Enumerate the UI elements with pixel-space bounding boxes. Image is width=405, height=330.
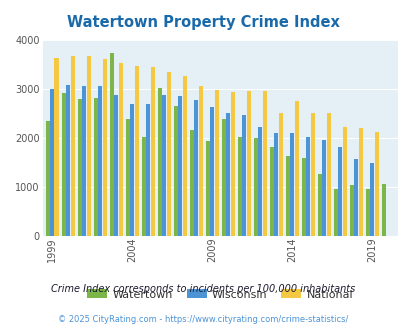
Bar <box>150 67 154 236</box>
Bar <box>301 158 305 236</box>
Bar <box>173 106 177 236</box>
Bar <box>198 86 202 236</box>
Text: © 2025 CityRating.com - https://www.cityrating.com/crime-statistics/: © 2025 CityRating.com - https://www.city… <box>58 314 347 324</box>
Bar <box>210 107 214 236</box>
Bar <box>273 133 278 236</box>
Bar <box>369 163 373 236</box>
Bar <box>70 56 75 236</box>
Bar <box>278 113 282 236</box>
Bar <box>54 58 58 236</box>
Bar <box>162 95 166 236</box>
Bar <box>134 66 138 236</box>
Text: Watertown Property Crime Index: Watertown Property Crime Index <box>66 15 339 30</box>
Bar <box>178 96 182 236</box>
Bar <box>226 113 230 236</box>
Bar <box>166 72 170 236</box>
Bar <box>294 101 298 236</box>
Bar <box>110 53 114 236</box>
Bar <box>365 189 369 236</box>
Bar <box>141 137 146 236</box>
Bar <box>342 127 346 236</box>
Bar <box>230 92 234 236</box>
Bar <box>310 113 314 236</box>
Bar <box>78 99 82 236</box>
Bar <box>94 98 98 236</box>
Bar <box>242 115 246 236</box>
Bar <box>66 85 70 236</box>
Bar <box>182 76 186 236</box>
Bar <box>246 91 250 236</box>
Bar <box>62 93 66 236</box>
Bar <box>374 132 378 236</box>
Bar <box>126 119 130 236</box>
Bar <box>205 141 209 236</box>
Bar <box>98 86 102 236</box>
Bar <box>253 138 257 236</box>
Legend: Watertown, Wisconsin, National: Watertown, Wisconsin, National <box>83 285 357 304</box>
Bar <box>290 133 294 236</box>
Bar <box>114 95 118 236</box>
Bar <box>214 90 218 236</box>
Bar <box>130 104 134 236</box>
Bar <box>317 174 321 236</box>
Bar <box>349 185 353 236</box>
Bar <box>82 86 86 236</box>
Bar <box>190 130 194 236</box>
Bar <box>326 113 330 236</box>
Bar <box>381 184 385 236</box>
Bar <box>158 88 162 236</box>
Bar <box>46 120 50 236</box>
Bar <box>258 127 262 236</box>
Bar <box>333 189 337 236</box>
Text: Crime Index corresponds to incidents per 100,000 inhabitants: Crime Index corresponds to incidents per… <box>51 284 354 294</box>
Bar <box>358 128 362 236</box>
Bar <box>262 91 266 236</box>
Bar <box>353 159 358 236</box>
Bar <box>86 56 90 236</box>
Bar <box>146 104 150 236</box>
Bar <box>337 147 341 236</box>
Bar <box>269 147 273 236</box>
Bar <box>222 119 226 236</box>
Bar <box>194 100 198 236</box>
Bar <box>322 140 326 236</box>
Bar <box>305 137 309 236</box>
Bar <box>285 156 289 236</box>
Bar <box>237 137 241 236</box>
Bar <box>102 59 107 236</box>
Bar <box>118 63 122 236</box>
Bar <box>50 89 54 236</box>
